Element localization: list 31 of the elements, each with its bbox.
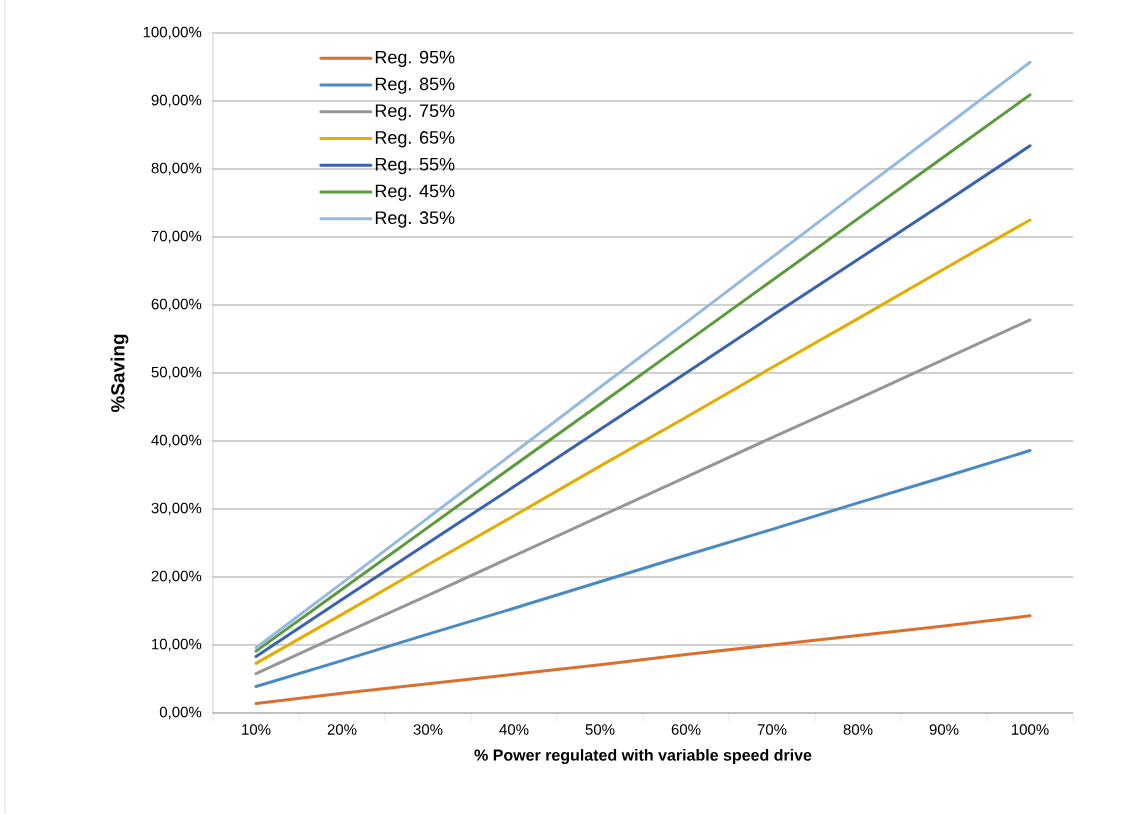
x-tick-label: 30% [413, 724, 443, 735]
x-tick-label: 10% [242, 724, 271, 735]
y-tick-label: 10,00% [152, 638, 202, 652]
x-tick-label: 70% [757, 724, 787, 735]
y-tick-label: 50,00% [151, 366, 202, 380]
y-tick-label: 20,00% [151, 570, 202, 584]
legend-label: Reg. 75% [375, 104, 455, 121]
x-tick-label: 80% [843, 724, 873, 735]
legend-label: Reg. 65% [375, 131, 455, 148]
y-tick-label: 30,00% [151, 502, 202, 516]
legend-label: Reg. 45% [375, 184, 455, 201]
legend-label: Reg. 85% [375, 77, 455, 94]
x-tick-label: 50% [585, 724, 615, 735]
x-tick-label: 20% [327, 724, 357, 735]
x-tick-label: 100% [1011, 724, 1049, 735]
legend-label: Reg. 35% [375, 211, 455, 228]
y-tick-label: 90,00% [151, 94, 202, 108]
y-tick-label: 0,00% [159, 706, 202, 720]
y-tick-label: 100,00% [143, 26, 202, 40]
line-series [254, 449, 1032, 688]
y-tick-label: 40,00% [151, 434, 202, 448]
x-tick-label: 60% [671, 724, 701, 735]
y-tick-label: 60,00% [151, 298, 202, 312]
x-tick-label: 40% [499, 724, 529, 735]
x-axis-title: % Power regulated with variable speed drive [474, 749, 812, 764]
y-axis-title: %Saving [110, 334, 129, 413]
y-tick-label: 70,00% [151, 230, 202, 244]
x-tick-label: 90% [929, 724, 959, 735]
y-tick-label: 80,00% [151, 162, 202, 176]
legend-label: Reg. 55% [375, 157, 455, 175]
legend-label: Reg. 95% [375, 50, 455, 68]
